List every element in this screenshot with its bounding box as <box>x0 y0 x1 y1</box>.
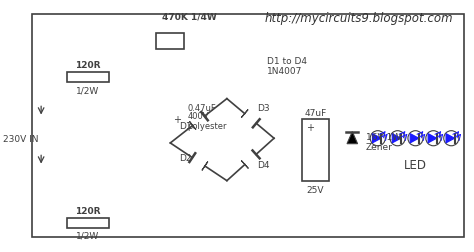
Text: 25V: 25V <box>307 185 324 194</box>
Bar <box>302 120 329 181</box>
Text: 470K 1/4W: 470K 1/4W <box>162 12 217 21</box>
Text: 1/2W: 1/2W <box>76 231 100 240</box>
Text: D3: D3 <box>257 103 270 112</box>
Text: +: + <box>306 122 314 132</box>
Text: 1N4007: 1N4007 <box>267 67 303 76</box>
Polygon shape <box>373 134 381 143</box>
Text: LED: LED <box>404 159 427 171</box>
Text: Zener: Zener <box>365 143 392 152</box>
Polygon shape <box>410 134 419 143</box>
Text: 120R: 120R <box>75 61 100 70</box>
Text: D4: D4 <box>257 160 270 169</box>
Text: +: + <box>173 115 181 125</box>
Text: 400V: 400V <box>187 112 209 121</box>
Polygon shape <box>202 162 208 171</box>
Polygon shape <box>241 110 248 118</box>
Text: 1/2W: 1/2W <box>76 86 100 95</box>
Text: 120R: 120R <box>75 207 100 215</box>
Text: D1 to D4: D1 to D4 <box>267 57 308 66</box>
Text: 16V 1W: 16V 1W <box>365 132 401 141</box>
Text: http://mycircuits9.blogspot.com: http://mycircuits9.blogspot.com <box>264 12 453 25</box>
Polygon shape <box>241 161 248 169</box>
Bar <box>66 218 109 228</box>
Polygon shape <box>190 122 196 130</box>
Bar <box>156 34 184 49</box>
Text: 230V IN: 230V IN <box>3 134 38 143</box>
Polygon shape <box>446 134 455 143</box>
Bar <box>66 73 109 82</box>
Polygon shape <box>392 134 401 143</box>
Text: 47uF: 47uF <box>304 109 327 118</box>
Text: D1: D1 <box>179 121 191 131</box>
Polygon shape <box>428 134 437 143</box>
Polygon shape <box>347 132 357 144</box>
Text: polyester: polyester <box>187 121 227 130</box>
Text: 0.47uF: 0.47uF <box>187 103 216 112</box>
Text: D2: D2 <box>179 153 191 162</box>
